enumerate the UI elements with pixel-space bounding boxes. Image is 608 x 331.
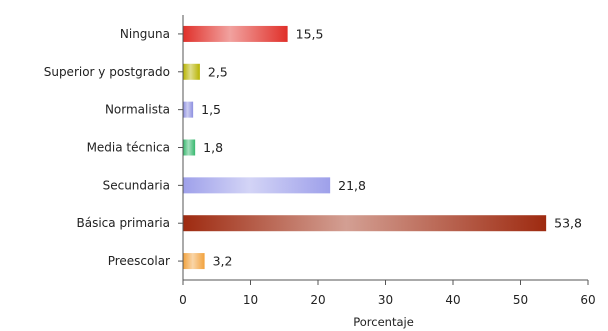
bar-7 [183, 253, 205, 270]
category-label: Normalista [105, 103, 170, 117]
x-axis-ticks: 0 10 20 30 40 50 60 [179, 280, 596, 307]
x-tick-label: 30 [378, 293, 393, 307]
data-label: 2,5 [208, 64, 228, 79]
category-label: Media técnica [87, 141, 170, 155]
x-axis-title: Porcentaje [353, 315, 414, 329]
x-tick-label: 20 [310, 293, 325, 307]
category-label: Ninguna [120, 27, 170, 41]
bars-group: Ninguna 15,5 Superior y postgrado 2,5 Normal… [44, 25, 582, 270]
category-label: Básica primaria [77, 216, 171, 230]
bar-4 [183, 139, 196, 156]
bar-2 [183, 63, 200, 80]
category-label: Superior y postgrado [44, 65, 170, 79]
category-label: Secundaria [103, 178, 170, 192]
data-label: 1,8 [203, 140, 223, 155]
x-tick-label: 0 [179, 293, 187, 307]
bar-3 [183, 101, 194, 118]
data-label: 21,8 [338, 178, 366, 193]
data-label: 15,5 [296, 26, 324, 41]
data-label: 1,5 [201, 102, 221, 117]
x-tick-label: 60 [580, 293, 595, 307]
bar-1 [183, 25, 288, 42]
x-tick-label: 40 [445, 293, 460, 307]
bar-5 [183, 177, 331, 194]
bar-6 [183, 215, 547, 232]
data-label: 53,8 [554, 216, 582, 231]
x-tick-label: 50 [513, 293, 528, 307]
data-label: 3,2 [213, 254, 233, 269]
x-tick-label: 10 [243, 293, 258, 307]
category-label: Preescolar [108, 254, 170, 268]
